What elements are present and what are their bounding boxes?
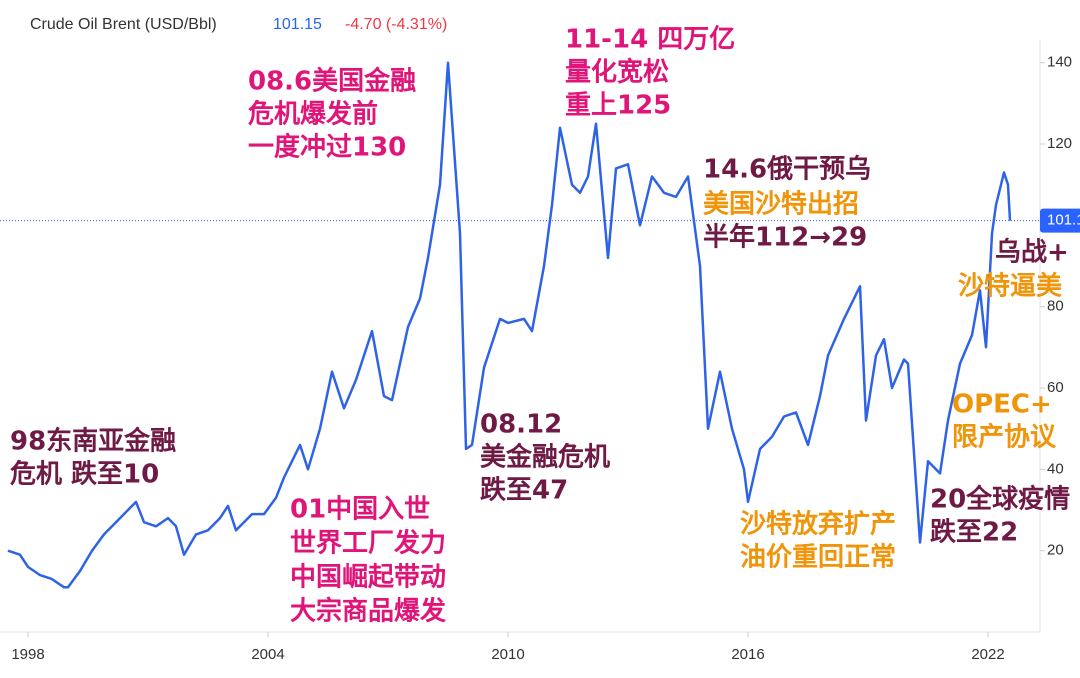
x-tick-label: 2016 — [731, 646, 764, 663]
x-tick-label: 1998 — [11, 646, 44, 663]
annotation: 大宗商品爆发 — [290, 596, 446, 627]
price-line — [7, 61, 1012, 589]
annotation: 重上125 — [565, 91, 671, 121]
annotation: 11-14 四万亿 — [565, 25, 735, 55]
last-price: 101.15 — [273, 16, 322, 33]
y-tick-label: 120 — [1047, 135, 1072, 152]
chart-title: Crude Oil Brent (USD/Bbl) — [30, 16, 217, 33]
annotation: 油价重回正常 — [740, 543, 896, 573]
annotation: 乌战+ — [995, 237, 1069, 268]
x-tick-label: 2004 — [251, 646, 284, 663]
annotation: 中国崛起带动 — [290, 563, 446, 593]
annotation: 14.6俄干预乌 — [703, 154, 871, 185]
annotation: 危机爆发前 — [248, 99, 378, 130]
annotation: 美金融危机 — [480, 442, 610, 473]
annotation: 一度冲过130 — [248, 132, 406, 163]
annotation: 20全球疫情 — [930, 484, 1070, 515]
annotation: 沙特放弃扩产 — [740, 509, 896, 540]
annotation: 08.12 — [480, 410, 562, 440]
annotation: 限产协议 — [952, 423, 1057, 453]
x-tick-label: 2010 — [491, 646, 524, 663]
annotation: 危机 跌至10 — [10, 459, 159, 490]
y-tick-label: 60 — [1047, 379, 1064, 396]
annotation: 98东南亚金融 — [10, 426, 176, 457]
annotation: 沙特逼美 — [958, 271, 1062, 302]
annotation: OPEC+ — [952, 390, 1052, 420]
annotation: 08.6美国金融 — [248, 66, 416, 97]
annotation: 半年112→29 — [703, 222, 867, 253]
x-tick-label: 2022 — [971, 646, 1004, 663]
annotation: 跌至47 — [480, 476, 568, 506]
y-tick-label: 80 — [1047, 298, 1064, 315]
y-tick-label: 140 — [1047, 54, 1072, 71]
annotation: 量化宽松 — [565, 57, 669, 88]
price-change: -4.70 (-4.31%) — [345, 16, 447, 33]
annotation: 美国沙特出招 — [703, 189, 859, 220]
last-price-tag-label: 101.15 — [1047, 212, 1080, 229]
annotation: 跌至22 — [930, 518, 1018, 548]
last-price-tag — [1040, 208, 1080, 233]
annotation: 01中国入世 — [290, 495, 430, 525]
y-tick-label: 20 — [1047, 542, 1064, 559]
y-tick-label: 40 — [1047, 460, 1064, 477]
annotation: 世界工厂发力 — [290, 528, 446, 559]
